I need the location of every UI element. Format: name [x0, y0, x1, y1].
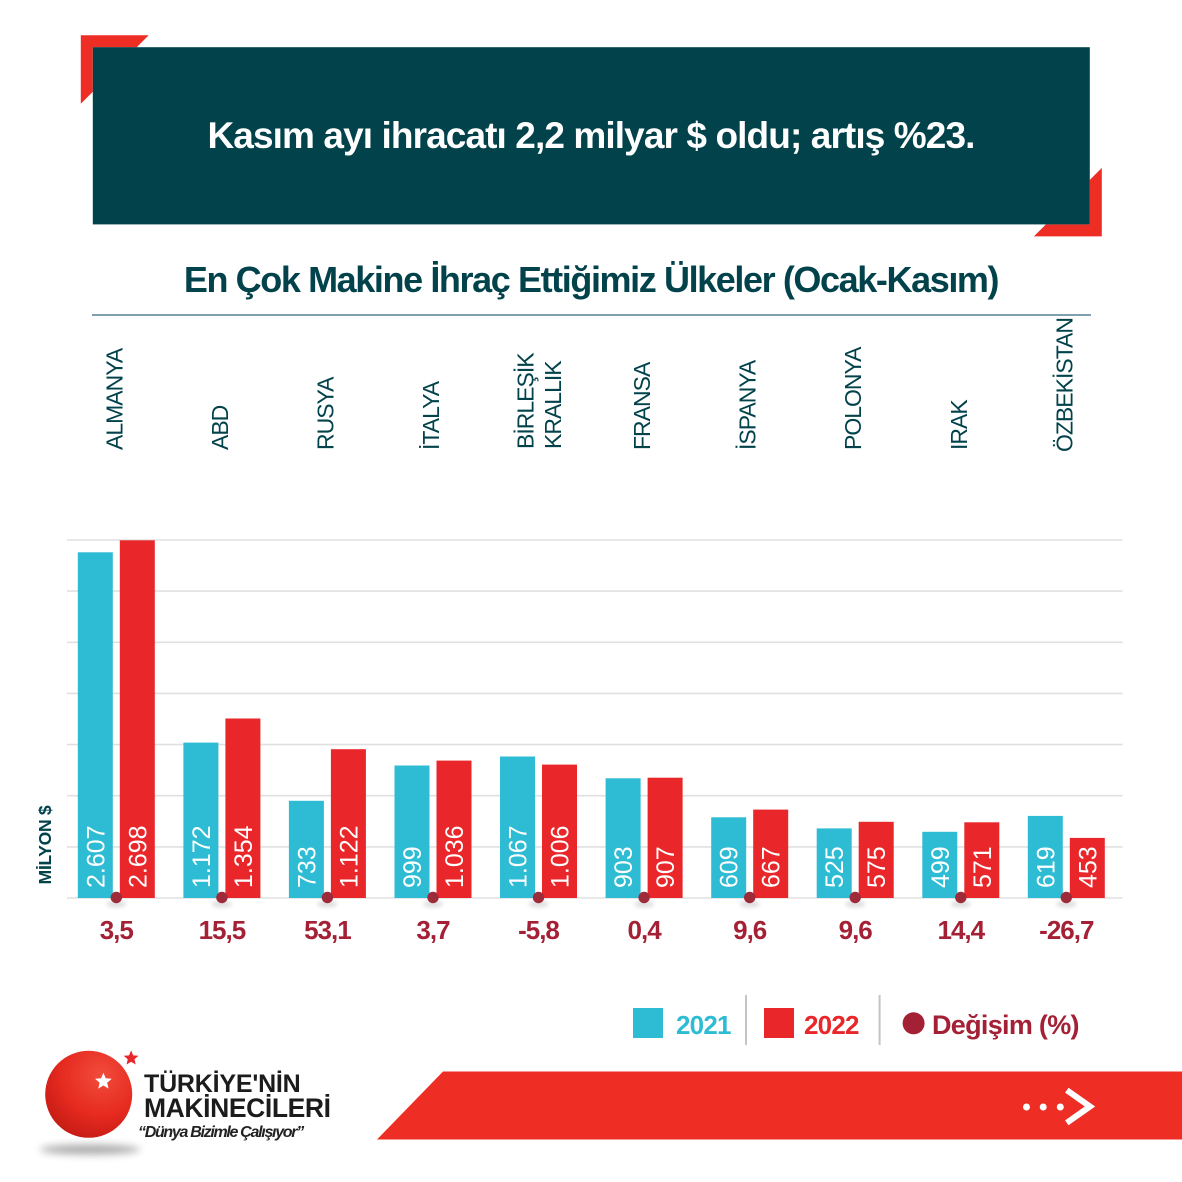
svg-text:1.172: 1.172	[188, 825, 216, 888]
svg-text:619: 619	[1032, 846, 1060, 888]
svg-text:1.354: 1.354	[230, 825, 258, 888]
svg-text:575: 575	[863, 846, 891, 888]
svg-text:999: 999	[399, 846, 427, 888]
svg-text:İSPANYA: İSPANYA	[735, 359, 761, 450]
svg-text:MAKİNECİLERİ: MAKİNECİLERİ	[144, 1093, 331, 1123]
svg-text:453: 453	[1074, 846, 1102, 888]
svg-text:2021: 2021	[676, 1010, 731, 1040]
svg-text:Değişim (%): Değişim (%)	[932, 1010, 1079, 1040]
svg-text:-5,8: -5,8	[518, 915, 559, 945]
svg-text:609: 609	[716, 846, 744, 888]
svg-text:0,4: 0,4	[628, 915, 663, 945]
svg-text:IRAK: IRAK	[946, 399, 972, 450]
svg-text:En Çok Makine İhraç Ettiğimiz: En Çok Makine İhraç Ettiğimiz Ülkeler (O…	[184, 259, 999, 300]
svg-text:53,1: 53,1	[304, 915, 351, 945]
svg-text:2.698: 2.698	[124, 825, 152, 888]
svg-text:ALMANYA: ALMANYA	[101, 347, 127, 450]
svg-text:ÖZBEKİSTAN: ÖZBEKİSTAN	[1051, 318, 1077, 452]
svg-text:KRALLIK: KRALLIK	[540, 360, 566, 449]
svg-text:907: 907	[652, 846, 680, 888]
svg-text:9,6: 9,6	[733, 915, 767, 945]
svg-text:903: 903	[610, 846, 638, 888]
svg-text:“Dünya Bizimle Çalışıyor”: “Dünya Bizimle Çalışıyor”	[138, 1124, 304, 1141]
svg-text:MİLYON $: MİLYON $	[35, 805, 55, 884]
svg-text:POLONYA: POLONYA	[840, 346, 866, 450]
svg-text:1.006: 1.006	[547, 825, 575, 888]
svg-text:Kasım ayı ihracatı 2,2 milyar: Kasım ayı ihracatı 2,2 milyar $ oldu; ar…	[207, 115, 974, 156]
svg-text:2022: 2022	[804, 1010, 859, 1040]
svg-text:FRANSA: FRANSA	[629, 361, 655, 450]
svg-text:1.067: 1.067	[505, 825, 533, 888]
svg-text:RUSYA: RUSYA	[312, 376, 338, 450]
svg-text:2.607: 2.607	[82, 825, 110, 888]
svg-text:-26,7: -26,7	[1039, 915, 1094, 945]
svg-text:ABD: ABD	[207, 405, 233, 450]
svg-text:BİRLEŞİK: BİRLEŞİK	[513, 352, 539, 449]
svg-text:İTALYA: İTALYA	[418, 380, 444, 450]
svg-text:1.122: 1.122	[335, 825, 363, 888]
svg-text:15,5: 15,5	[199, 915, 246, 945]
svg-text:499: 499	[927, 846, 955, 888]
svg-text:525: 525	[821, 846, 849, 888]
svg-text:1.036: 1.036	[441, 825, 469, 888]
svg-text:3,7: 3,7	[416, 915, 450, 945]
svg-text:571: 571	[969, 846, 997, 888]
svg-text:733: 733	[293, 846, 321, 888]
svg-text:3,5: 3,5	[100, 915, 134, 945]
svg-text:TÜRKİYE'NİN: TÜRKİYE'NİN	[144, 1069, 301, 1098]
svg-text:14,4: 14,4	[937, 915, 985, 945]
svg-text:9,6: 9,6	[839, 915, 873, 945]
svg-text:667: 667	[758, 846, 786, 888]
